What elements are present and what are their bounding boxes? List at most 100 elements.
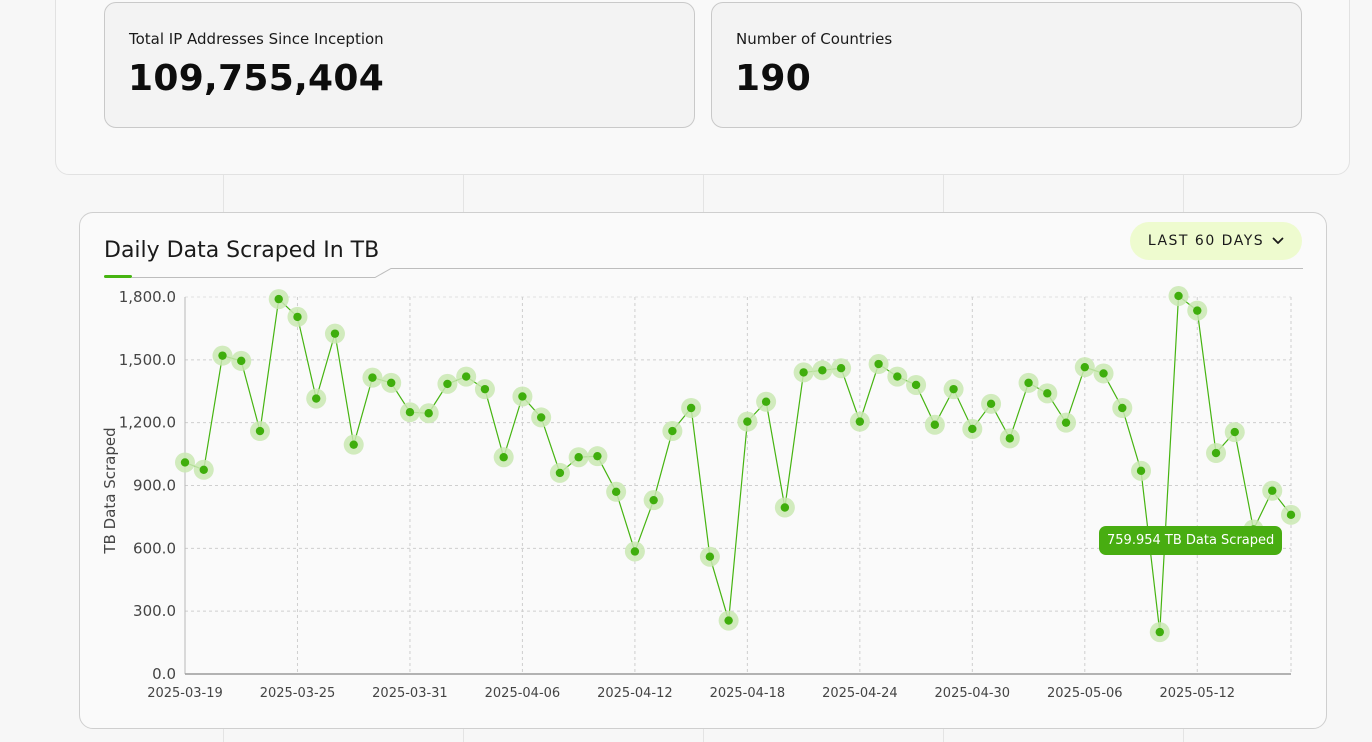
- data-point: [705, 552, 715, 561]
- data-point: [330, 329, 340, 338]
- date-range-dropdown[interactable]: LAST 60 DAYS: [1130, 222, 1302, 260]
- data-point: [1024, 378, 1033, 388]
- data-point: [574, 453, 583, 462]
- data-point: [630, 547, 640, 556]
- data-point: [649, 495, 658, 505]
- data-point: [1230, 427, 1239, 437]
- data-point: [536, 413, 546, 422]
- data-point: [1080, 362, 1089, 372]
- data-point: [818, 366, 827, 375]
- data-point: [1155, 627, 1164, 637]
- data-point: [237, 356, 246, 366]
- stat-box-countries: Number of Countries 190: [711, 2, 1302, 128]
- data-point: [518, 392, 527, 401]
- data-point: [274, 294, 283, 304]
- data-point: [405, 407, 415, 417]
- date-range-label: LAST 60 DAYS: [1147, 233, 1265, 249]
- data-point: [724, 616, 733, 625]
- data-point: [368, 373, 377, 382]
- data-point: [799, 368, 808, 377]
- data-point: [1193, 306, 1202, 315]
- y-tick-label: 300.0: [133, 602, 176, 620]
- x-tick-label: 2025-05-12: [1159, 686, 1235, 701]
- background-grid-line: [223, 175, 224, 213]
- data-point: [874, 359, 883, 369]
- x-tick-label: 2025-04-24: [822, 686, 898, 701]
- data-point: [780, 503, 790, 512]
- data-point: [1211, 448, 1221, 458]
- x-tick-label: 2025-04-18: [710, 686, 786, 701]
- data-point: [424, 409, 433, 418]
- x-tick-label: 2025-04-06: [485, 686, 561, 701]
- data-point: [1061, 418, 1071, 427]
- data-point: [293, 312, 302, 322]
- data-point: [1118, 403, 1127, 413]
- data-point: [1286, 510, 1296, 520]
- data-point: [180, 458, 190, 467]
- data-point: [499, 453, 508, 462]
- background-grid-line: [703, 729, 704, 742]
- data-point: [1043, 389, 1052, 398]
- data-point: [218, 351, 227, 360]
- stat-value: 190: [735, 58, 812, 99]
- data-point: [1099, 369, 1108, 378]
- data-point: [611, 487, 621, 496]
- stat-value: 109,755,404: [128, 58, 385, 99]
- background-grid-line: [463, 175, 464, 213]
- y-tick-label: 1,500.0: [119, 351, 176, 369]
- data-point: [480, 384, 490, 394]
- y-tick-label: 0.0: [152, 665, 176, 683]
- background-grid-line: [703, 175, 704, 213]
- data-point: [855, 417, 865, 426]
- chevron-down-icon: [1272, 237, 1284, 244]
- data-point: [461, 372, 471, 381]
- data-point: [199, 465, 208, 474]
- x-tick-label: 2025-03-25: [260, 686, 336, 701]
- data-point: [930, 420, 940, 429]
- data-series-line: [184, 294, 1292, 633]
- background-grid-line: [463, 729, 464, 742]
- data-point: [986, 399, 996, 409]
- data-point: [968, 424, 977, 434]
- data-point: [911, 380, 921, 390]
- background-grid-line: [1183, 175, 1184, 213]
- data-point: [387, 378, 396, 388]
- stats-card: Total IP Addresses Since Inception 109,7…: [55, 0, 1350, 175]
- background-grid-line: [943, 175, 944, 213]
- title-accent-underline: [104, 275, 132, 278]
- x-tick-label: 2025-05-06: [1047, 686, 1123, 701]
- data-point: [743, 417, 752, 426]
- data-point: [349, 440, 358, 449]
- background-grid-line: [943, 729, 944, 742]
- data-point: [949, 384, 958, 394]
- stat-box-total-ips: Total IP Addresses Since Inception 109,7…: [104, 2, 695, 128]
- x-tick-label: 2025-04-12: [597, 686, 673, 701]
- y-axis-title: TB Data Scraped: [101, 427, 119, 554]
- daily-data-chart-card: Daily Data Scraped In TB LAST 60 DAYS 0.…: [79, 212, 1327, 729]
- data-point: [1005, 434, 1015, 443]
- data-point: [593, 451, 602, 461]
- y-tick-label: 900.0: [133, 477, 176, 495]
- data-point: [1268, 486, 1277, 495]
- data-point: [443, 379, 452, 389]
- x-tick-label: 2025-03-19: [147, 686, 223, 701]
- data-point: [1136, 466, 1146, 476]
- stat-label: Number of Countries: [736, 30, 893, 48]
- title-divider: [132, 268, 1303, 278]
- data-point: [1174, 291, 1183, 301]
- stat-label: Total IP Addresses Since Inception: [129, 30, 384, 48]
- background-grid-line: [223, 729, 224, 742]
- data-point: [555, 468, 565, 478]
- data-point: [686, 403, 696, 413]
- data-point: [836, 364, 846, 373]
- x-tick-label: 2025-03-31: [372, 686, 448, 701]
- data-point: [312, 394, 321, 403]
- data-point: [761, 397, 771, 406]
- background-grid-line: [1183, 729, 1184, 742]
- y-tick-label: 600.0: [133, 539, 176, 557]
- chart-title: Daily Data Scraped In TB: [104, 238, 380, 263]
- data-point: [668, 426, 677, 436]
- data-point: [893, 372, 902, 381]
- x-tick-label: 2025-04-30: [935, 686, 1011, 701]
- chart-tooltip: 759.954 TB Data Scraped: [1099, 526, 1283, 555]
